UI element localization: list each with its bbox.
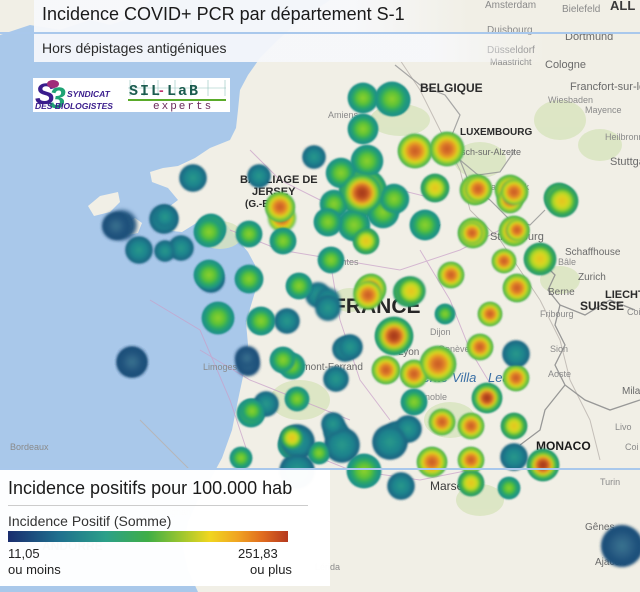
svg-text:-: -: [159, 82, 164, 98]
svg-text:SYNDICAT: SYNDICAT: [67, 89, 111, 99]
svg-text:LaB: LaB: [167, 83, 200, 100]
svg-text:DES BIOLOGISTES: DES BIOLOGISTES: [35, 101, 113, 111]
svg-text:experts: experts: [153, 101, 213, 112]
svg-text:SIL: SIL: [129, 83, 162, 100]
